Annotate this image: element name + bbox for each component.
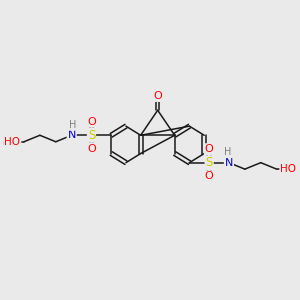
Text: H: H — [69, 120, 77, 130]
Text: O: O — [205, 171, 214, 181]
Text: O: O — [87, 144, 96, 154]
Text: N: N — [68, 130, 76, 140]
Text: HO: HO — [280, 164, 296, 174]
Text: S: S — [206, 156, 213, 169]
Text: OH: OH — [2, 139, 19, 149]
Text: O: O — [87, 117, 96, 127]
Text: S: S — [88, 129, 95, 142]
Text: O: O — [205, 144, 214, 154]
Text: N: N — [225, 158, 233, 168]
Text: HO: HO — [4, 137, 20, 147]
Text: H: H — [224, 147, 231, 158]
Text: O: O — [153, 91, 162, 101]
